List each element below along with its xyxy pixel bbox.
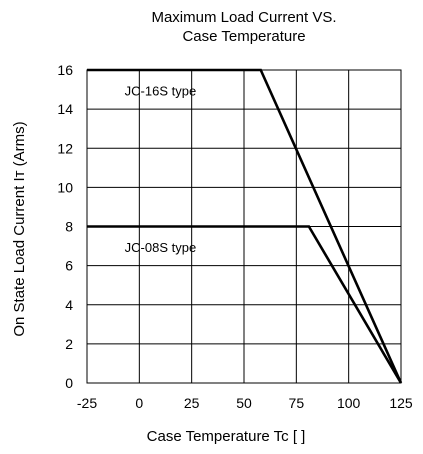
series-label: JC-08S type: [125, 240, 197, 255]
y-tick-label: 16: [57, 62, 73, 78]
x-tick-label: -25: [77, 395, 97, 411]
x-axis-label: Case Temperature Tc [ ]: [147, 428, 306, 445]
y-tick-label: 14: [57, 101, 73, 117]
y-tick-label: 12: [57, 140, 73, 156]
x-tick-label: 25: [184, 395, 200, 411]
series-lines: [87, 68, 403, 384]
chart-title-line: Maximum Load Current VS.: [151, 9, 336, 26]
y-tick-label: 10: [57, 179, 73, 195]
y-tick-label: 8: [65, 219, 73, 235]
x-tick-label: 50: [236, 395, 252, 411]
annotations: JC-16S type JC-08S type: [125, 83, 197, 255]
x-tick-label: 75: [289, 395, 305, 411]
series-label: JC-16S type: [125, 83, 197, 98]
chart-title: Maximum Load Current VS. Case Temperature: [151, 9, 336, 45]
y-tick-label: 2: [65, 336, 73, 352]
x-tick-label: 125: [389, 395, 413, 411]
series-line: [87, 68, 403, 384]
x-tick-label: 0: [135, 395, 143, 411]
y-tick-label: 6: [65, 258, 73, 274]
y-tick-label: 0: [65, 375, 73, 391]
y-axis-label: On State Load Current Iᴛ (Arms): [11, 121, 28, 336]
chart-title-line: Case Temperature: [182, 28, 305, 45]
x-tick-label: 100: [337, 395, 361, 411]
y-tick-label: 4: [65, 297, 73, 313]
series-line: [87, 225, 403, 384]
